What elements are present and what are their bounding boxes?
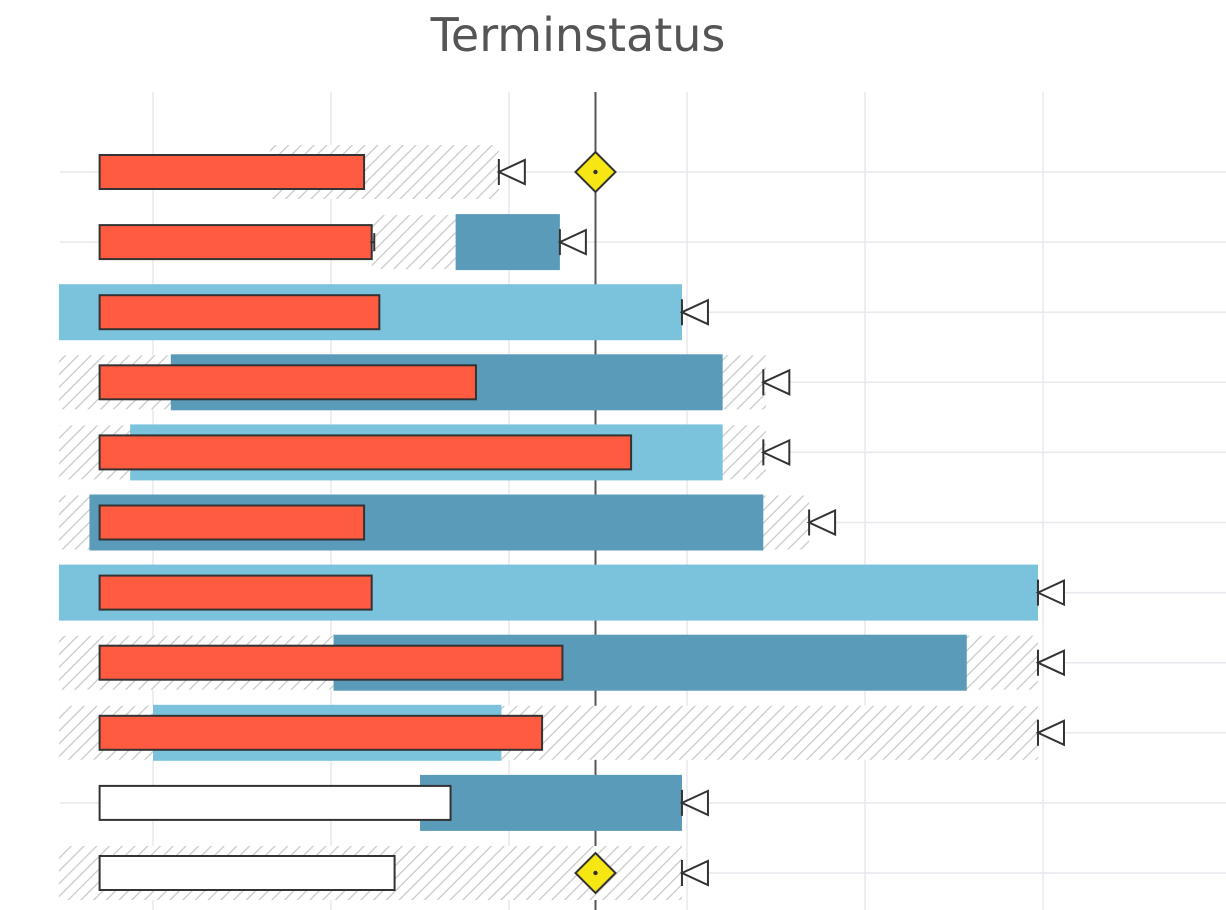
actual-bar [98,434,633,471]
baseline-bar [371,215,456,270]
milestone-dot [593,870,598,876]
deadline-marker-icon [679,298,709,326]
plan-bar [420,774,682,831]
actual-bar [98,574,373,611]
deadline-marker-icon [760,368,791,396]
gantt-row [58,564,1065,621]
deadline-marker-icon [496,158,526,186]
deadline-marker-icon [806,508,837,537]
plan-bar [455,214,560,271]
actual-bar [98,224,373,261]
deadline-marker-icon [1035,579,1065,607]
chart-title: Terminstatus [430,8,726,62]
actual-bar [98,294,381,331]
gantt-row [58,354,791,411]
deadline-marker-icon [760,438,791,466]
gantt-row [58,634,1065,691]
milestone-dot [593,169,598,175]
gantt-row [58,424,791,481]
progress-tick [370,233,376,252]
deadline-marker-icon [679,859,709,887]
gantt-row [98,774,709,831]
deadline-marker-icon [557,228,587,256]
actual-bar [98,504,366,541]
actual-bar [98,154,366,190]
pending-bar [98,784,452,821]
actual-bar [98,364,477,401]
gantt-row [98,145,526,199]
deadline-marker-icon [1035,649,1065,677]
actual-bar [98,714,544,751]
gantt-row [58,494,837,551]
actual-bar [98,644,564,681]
gantt-row [58,704,1065,761]
deadline-marker-icon [679,789,709,817]
deadline-marker-icon [1035,719,1065,747]
gantt-row [98,214,587,271]
pending-bar [98,855,396,891]
gantt-row [58,284,709,341]
